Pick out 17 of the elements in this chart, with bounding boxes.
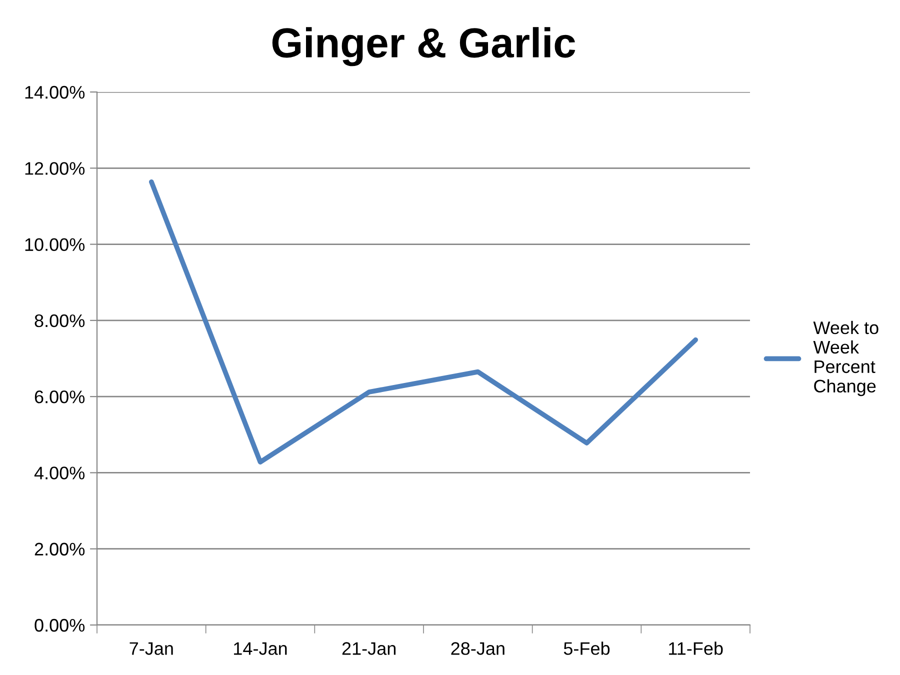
y-tick-label: 0.00% (34, 618, 85, 632)
y-tick-label: 10.00% (25, 238, 85, 252)
y-tick-label: 12.00% (25, 162, 85, 175)
x-tick-label: 5-Feb (564, 642, 610, 655)
y-tick-label: 2.00% (34, 542, 85, 556)
y-tick-label: 6.00% (34, 390, 85, 404)
x-tick-label: 11-Feb (669, 642, 723, 655)
y-tick-label: 4.00% (34, 466, 85, 480)
x-tick-label: 28-Jan (451, 642, 504, 655)
legend-label: Week to Week Percent Change (813, 320, 878, 396)
y-tick-label: 14.00% (25, 86, 85, 99)
x-tick-label: 7-Jan (130, 642, 173, 655)
chart-title: Ginger & Garlic (272, 27, 576, 66)
x-tick-label: 14-Jan (234, 642, 287, 655)
x-tick-label: 21-Jan (342, 642, 396, 655)
y-tick-label: 8.00% (34, 314, 85, 328)
line-series (148, 179, 698, 464)
